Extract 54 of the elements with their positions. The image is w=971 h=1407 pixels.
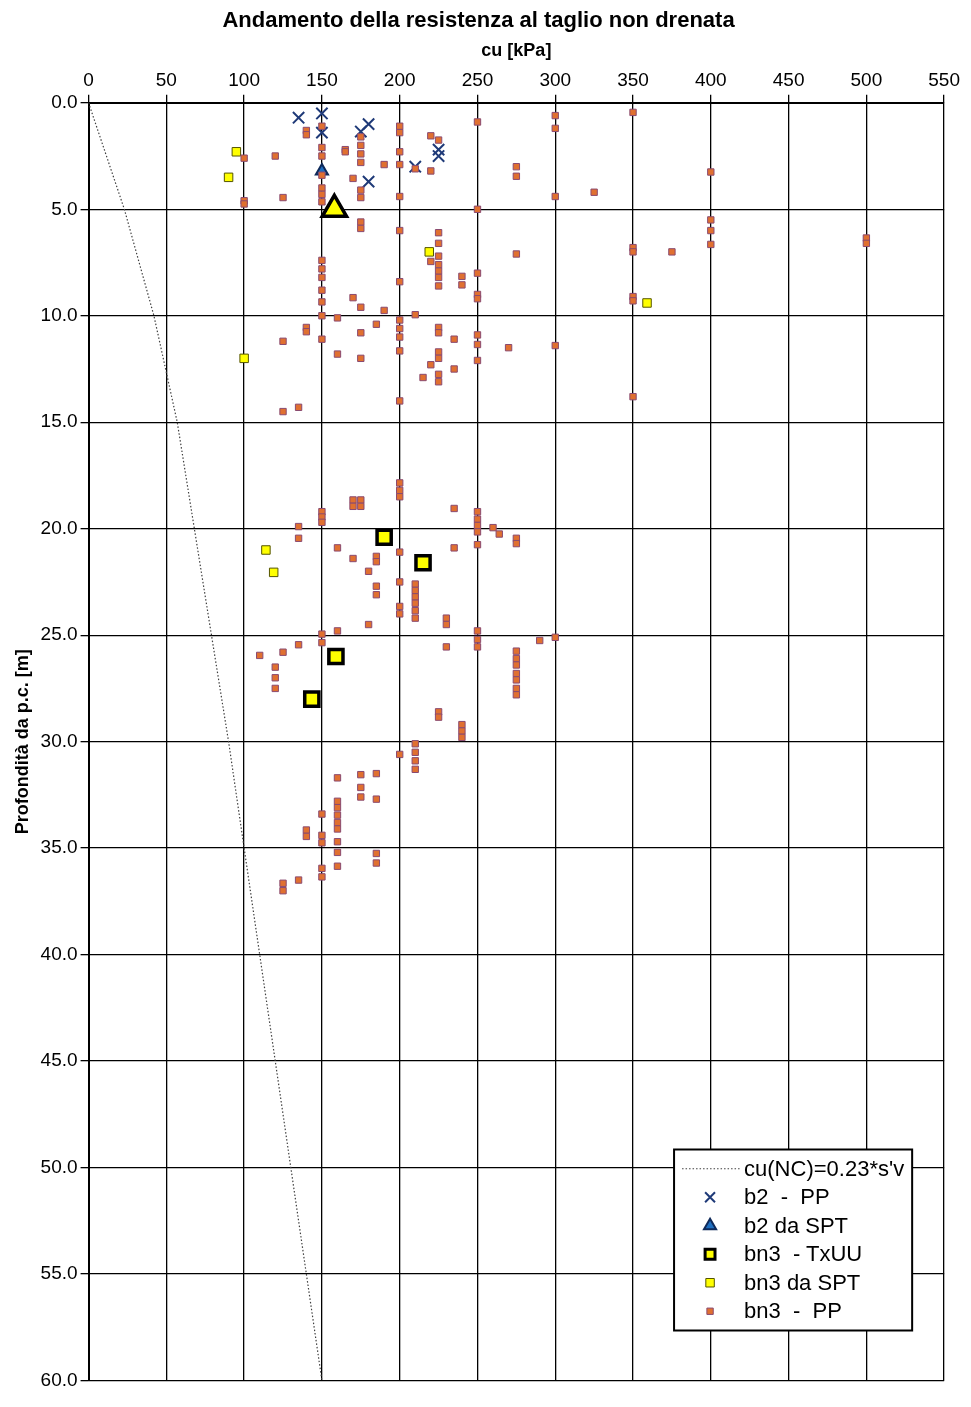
chart-title: Andamento della resistenza al taglio non drenata [222,7,736,33]
y-tick-label: 25.0 [40,623,78,645]
legend-label: b2 - PP [744,1184,830,1210]
x-tick-label: 550 [928,68,960,90]
point [268,567,279,578]
y-tick-label: 40.0 [40,942,78,964]
point [361,174,376,189]
y-tick-label: 50.0 [40,1155,78,1177]
x-tick-label: 450 [772,68,805,90]
y-tick-label: 20.0 [40,516,78,538]
legend-label: b2 da SPT [744,1212,849,1238]
point [642,298,652,308]
y-tick-label: 60.0 [40,1368,78,1390]
point [361,117,376,131]
point [239,353,249,364]
y-axis-title: Profondità da p.c. [m] [11,649,32,835]
x-tick-label: 50 [155,68,177,90]
y-tick-label: 15.0 [40,410,78,432]
point [408,160,422,174]
x-tick-label: 250 [461,68,494,90]
point [315,125,329,140]
point [302,690,321,708]
point [327,647,345,666]
x-tick-label: 300 [539,68,572,90]
x-axis-title: cu [kPa] [481,40,552,61]
x-tick-label: 400 [694,68,727,90]
point [315,106,329,121]
point [354,124,368,139]
point [375,528,393,547]
legend-label: bn3 - PP [744,1298,842,1324]
point [223,172,234,183]
y-tick-label: 55.0 [40,1262,78,1284]
y-tick-label: 0.0 [51,91,78,113]
x-tick-label: 150 [306,68,338,90]
y-tick-label: 35.0 [40,836,78,858]
x-tick-label: 500 [850,68,883,90]
point [424,247,434,257]
point [261,545,271,555]
legend-label: bn3 - TxUU [744,1241,863,1267]
point [231,147,242,157]
y-tick-label: 30.0 [40,729,78,751]
point [414,553,432,572]
point [431,149,446,163]
x-tick-label: 100 [228,68,260,90]
x-tick-label: 200 [383,68,416,90]
x-tick-label: 0 [83,68,94,90]
legend-label: bn3 da SPT [744,1269,861,1295]
x-tick-label: 350 [617,68,649,90]
point [431,142,446,157]
legend-label: cu(NC)=0.23*s'v [744,1155,905,1181]
y-tick-label: 10.0 [40,303,78,325]
y-tick-label: 5.0 [51,197,78,219]
y-tick-label: 45.0 [40,1049,78,1071]
point [291,111,306,125]
